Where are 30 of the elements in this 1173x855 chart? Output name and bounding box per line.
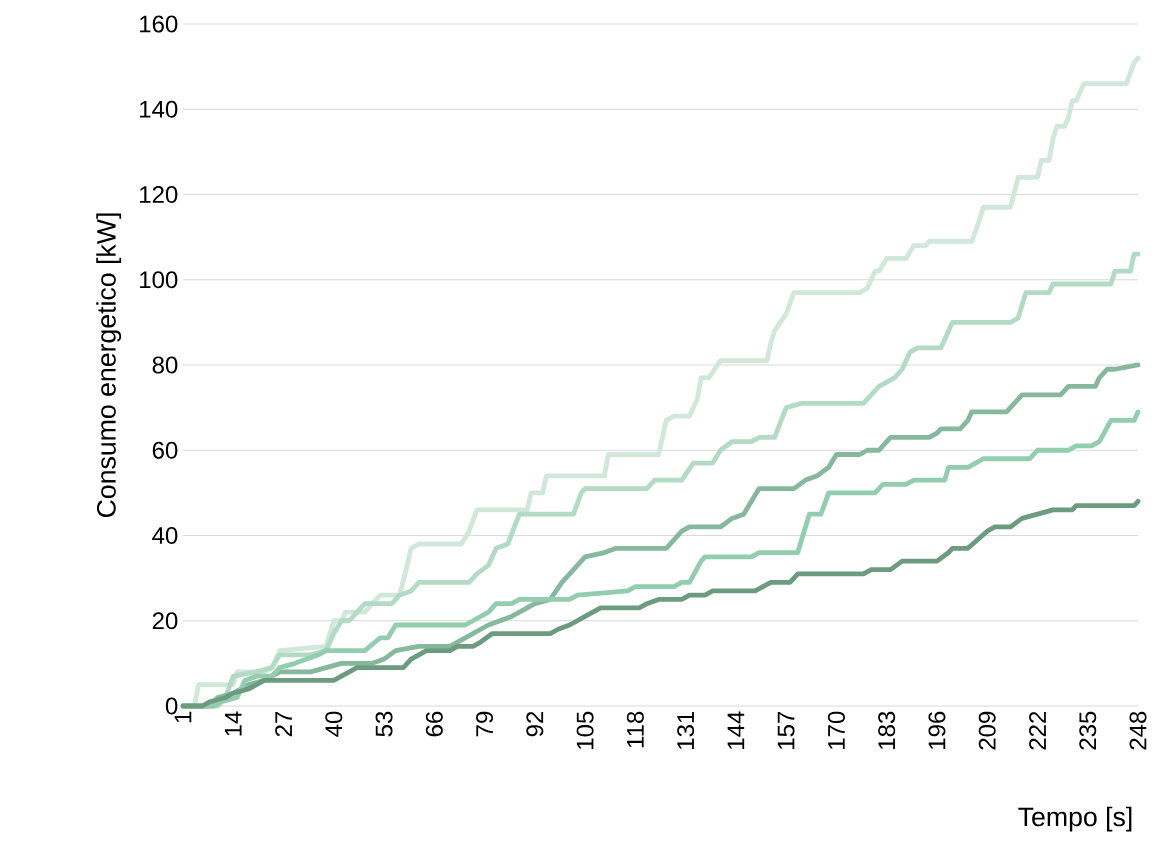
x-tick-label: 222 [1029,711,1046,750]
y-tick-label: 20 [152,612,178,630]
x-tick-label: 66 [425,711,443,737]
x-tick-label: 131 [677,711,695,749]
x-tick-label: 14 [225,711,242,736]
x-tick-label: 144 [727,711,745,749]
x-tick-label: 118 [626,711,644,748]
y-tick-label: 100 [140,271,178,289]
y-tick-label: 80 [152,356,178,374]
y-tick-label: 160 [140,15,178,33]
x-tick-label: 27 [275,711,292,737]
x-tick-label: 209 [978,711,996,750]
x-tick-label: 53 [375,711,393,737]
x-tick-label: 105 [576,711,594,749]
x-tick-label: 196 [928,711,946,749]
line-series [180,498,1141,709]
y-tick-label: 40 [152,526,178,544]
y-tick-label: 120 [140,185,178,203]
x-tick-label: 183 [878,711,896,749]
y-tick-label: 60 [152,441,178,459]
x-tick-label: 248 [1129,711,1147,750]
x-tick-label: 79 [476,711,494,737]
x-tick-label: 235 [1079,711,1097,750]
y-axis-title: Consumo energetico [kW] [96,213,122,518]
y-tick-label: 140 [140,100,178,118]
x-tick-label: 157 [777,711,795,749]
x-tick-label: 170 [827,711,845,749]
x-tick-label: 92 [526,711,544,737]
x-tick-label: 40 [325,711,343,737]
x-axis-title: Tempo [s] [1018,806,1132,832]
